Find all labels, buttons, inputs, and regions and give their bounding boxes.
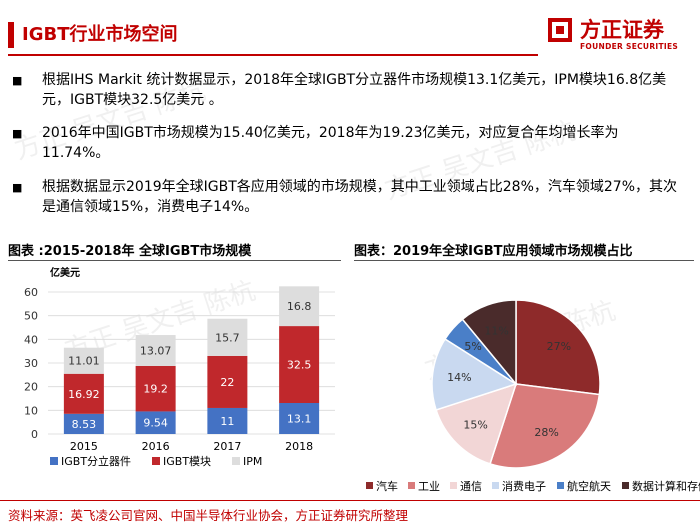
title-accent-bar xyxy=(8,22,14,48)
bar-segment xyxy=(279,402,320,434)
legend-label: 数据计算和存储 xyxy=(632,479,700,493)
bar-segment xyxy=(63,373,104,414)
logo-icon xyxy=(548,18,572,42)
data-label: 13.07 xyxy=(140,345,172,358)
caption-divider xyxy=(8,260,341,261)
y-tick-label: 0 xyxy=(31,428,38,441)
legend-label: IGBT模块 xyxy=(163,455,211,468)
y-tick-label: 10 xyxy=(24,404,38,417)
pie-slice xyxy=(431,337,518,411)
logo-name: 方正证券 xyxy=(580,18,664,42)
bar-segment xyxy=(63,347,104,374)
pie-chart-caption: 图表：2019年全球IGBT应用领域市场规模占比 xyxy=(354,244,633,259)
legend-swatch xyxy=(557,482,564,489)
data-label: 16.92 xyxy=(68,388,100,401)
bullet-marker: ■ xyxy=(12,127,23,140)
source-note: 资料来源：英飞凌公司官网、中国半导体行业协会，方正证券研究所整理 xyxy=(8,508,409,523)
legend-label: 航空航天 xyxy=(567,479,611,493)
slice-label: 27% xyxy=(547,340,571,353)
legend-swatch xyxy=(492,482,499,489)
data-label: 13.1 xyxy=(287,412,312,425)
bullet-marker: ■ xyxy=(12,181,23,194)
data-label: 11 xyxy=(220,415,234,428)
pie-slice xyxy=(515,299,601,396)
legend-label: IPM xyxy=(243,455,262,468)
title-underline xyxy=(8,54,538,56)
y-tick-label: 60 xyxy=(24,286,38,299)
page-title: IGBT行业市场空间 xyxy=(22,24,178,45)
slice-label: 5% xyxy=(464,340,481,353)
legend-swatch xyxy=(622,482,629,489)
data-label: 19.2 xyxy=(143,383,168,396)
x-tick-label: 2015 xyxy=(70,440,98,453)
x-tick-label: 2016 xyxy=(142,440,170,453)
y-tick-label: 40 xyxy=(24,333,38,346)
legend-label: 消费电子 xyxy=(502,479,546,493)
data-label: 15.7 xyxy=(215,331,240,344)
bar-chart: 亿美元 0 10 20 30 40 50 60 8.53 16.92 11.01 2015 9.54 19… xyxy=(24,266,335,468)
bar-segment xyxy=(279,326,320,403)
data-label: 16.8 xyxy=(287,300,312,313)
legend-label: 通信 xyxy=(460,480,482,493)
x-tick-label: 2017 xyxy=(213,440,241,453)
data-label: 32.5 xyxy=(287,359,312,372)
slice-label: 11% xyxy=(484,324,508,337)
legend-swatch xyxy=(50,457,58,465)
legend-swatch xyxy=(366,482,373,489)
pie-chart: 27% 28% 15% 14% 5%11% 汽车 工业 通信 消费电子 航空航天 数据计算和存储 xyxy=(366,299,700,493)
caption-divider xyxy=(354,260,694,261)
legend-swatch xyxy=(450,482,457,489)
bullet-text: 根据IHS Markit 统计数据显示，2018年全球IGBT分立器件市场规模1… xyxy=(42,72,667,108)
bar-segment xyxy=(207,318,248,356)
slice-label: 14% xyxy=(447,371,471,384)
bar-segment xyxy=(135,365,176,412)
bar-segment xyxy=(63,413,104,434)
bar-segment xyxy=(207,355,248,408)
data-label: 9.54 xyxy=(143,417,168,430)
bar-segment xyxy=(279,286,320,327)
logo-subtitle: FOUNDER SECURITIES xyxy=(580,42,679,51)
y-tick-label: 30 xyxy=(24,357,38,370)
bar-segment xyxy=(135,335,176,366)
data-label: 8.53 xyxy=(72,418,97,431)
logo-icon-inner xyxy=(556,26,564,34)
pie-slice xyxy=(489,383,601,469)
bullet-marker: ■ xyxy=(12,74,23,87)
legend-swatch xyxy=(408,482,415,489)
legend-label: 工业 xyxy=(418,480,440,493)
bullet-text: 2016年中国IGBT市场规模为15.40亿美元，2018年为19.23亿美元，… xyxy=(42,125,619,161)
slice-label: 15% xyxy=(463,418,487,431)
y-tick-label: 20 xyxy=(24,381,38,394)
footer-divider xyxy=(0,500,700,501)
y-tick-label: 50 xyxy=(24,310,38,323)
data-label: 22 xyxy=(220,376,234,389)
bar-chart-caption: 图表 :2015-2018年 全球IGBT市场规模 xyxy=(8,244,252,259)
legend-label: 汽车 xyxy=(376,479,398,493)
data-label: 11.01 xyxy=(68,355,100,368)
bar-segment xyxy=(135,411,176,434)
bar-segment xyxy=(207,407,248,434)
slice-label: 28% xyxy=(534,426,558,439)
legend-label: IGBT分立器件 xyxy=(61,454,131,468)
company-logo: 方正证券 FOUNDER SECURITIES xyxy=(548,14,698,58)
legend-swatch xyxy=(152,457,160,465)
y-axis-unit: 亿美元 xyxy=(50,266,80,279)
pie-slice xyxy=(461,299,517,387)
bullet-text: 根据数据显示2019年全球IGBT各应用领域的市场规模，其中工业领域占比28%，… xyxy=(42,179,677,215)
x-tick-label: 2018 xyxy=(285,440,313,453)
legend-swatch xyxy=(232,457,240,465)
